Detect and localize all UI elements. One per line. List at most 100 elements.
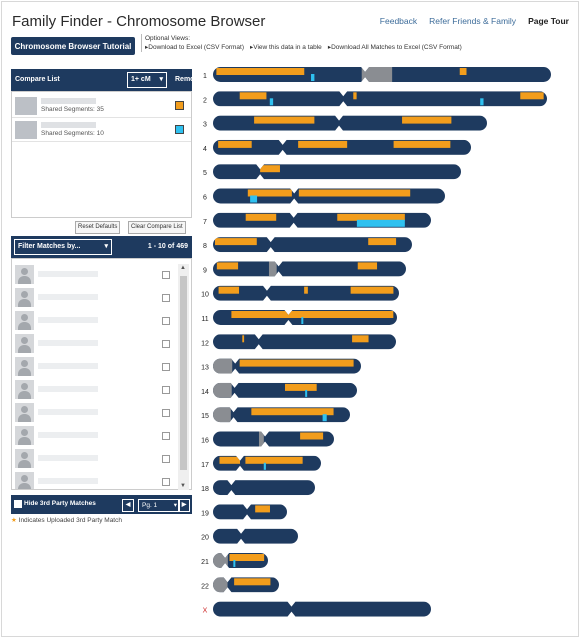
chromosome-12[interactable]: 12 xyxy=(201,334,396,350)
segment-match-2[interactable] xyxy=(480,98,484,106)
chromosome-20[interactable]: 20 xyxy=(201,528,298,544)
feedback-link[interactable]: Feedback xyxy=(379,16,418,26)
reset-defaults-button[interactable]: Reset Defaults xyxy=(75,221,121,234)
compare-checkbox[interactable] xyxy=(162,455,170,463)
segment-match-2[interactable] xyxy=(301,317,304,324)
chromosome-13[interactable]: 13 xyxy=(201,358,361,374)
segment-match-1[interactable] xyxy=(353,92,357,100)
segment-match-2[interactable] xyxy=(305,389,308,397)
segment-match-1[interactable] xyxy=(254,116,315,124)
chromosome-16[interactable]: 16 xyxy=(201,431,334,447)
segment-match-1[interactable] xyxy=(245,213,277,221)
clear-compare-button[interactable]: Clear Compare List xyxy=(128,221,186,234)
segment-match-1[interactable] xyxy=(285,383,317,391)
segment-match-1[interactable] xyxy=(247,189,292,197)
chromosome-17[interactable]: 17 xyxy=(201,455,321,471)
chromosome-4[interactable]: 4 xyxy=(203,139,471,155)
scroll-thumb[interactable] xyxy=(180,276,187,470)
segment-match-1[interactable] xyxy=(251,408,334,416)
chromosome-6[interactable]: 6 xyxy=(203,188,445,204)
segment-match-2[interactable] xyxy=(233,560,236,567)
match-row[interactable] xyxy=(12,424,180,447)
chromosome-3[interactable]: 3 xyxy=(203,115,487,131)
compare-checkbox[interactable] xyxy=(162,271,170,279)
segment-match-2[interactable] xyxy=(269,98,274,106)
chromosome-2[interactable]: 2 xyxy=(203,91,547,107)
segment-match-1[interactable] xyxy=(229,554,265,561)
chromosome-19[interactable]: 19 xyxy=(201,504,287,520)
scroll-up-icon[interactable]: ▲ xyxy=(180,265,186,271)
segment-match-1[interactable] xyxy=(242,335,245,343)
chromosome-11[interactable]: 11 xyxy=(201,310,397,325)
next-page-button[interactable]: ▶ xyxy=(178,499,190,512)
segment-match-1[interactable] xyxy=(304,286,308,294)
match-row[interactable] xyxy=(12,355,180,378)
segment-match-1[interactable] xyxy=(520,92,544,100)
tutorial-button[interactable]: Chromosome Browser Tutorial xyxy=(11,37,135,55)
match-row[interactable] xyxy=(12,332,180,355)
compare-checkbox[interactable] xyxy=(162,432,170,440)
match-row[interactable] xyxy=(12,286,180,309)
chromosome-10[interactable]: 10 xyxy=(201,285,399,301)
download-all-link[interactable]: Download All Matches to Excel (CSV Forma… xyxy=(328,43,462,52)
filter-matches-select[interactable]: Filter Matches by... xyxy=(14,239,112,255)
chromosome-1[interactable]: 1 xyxy=(203,67,551,82)
segment-match-1[interactable] xyxy=(393,140,451,148)
chromosome-5[interactable]: 5 xyxy=(203,164,461,180)
segment-match-1[interactable] xyxy=(260,165,280,173)
chromosome-9[interactable]: 9 xyxy=(203,261,406,277)
chromosome-22[interactable]: 22 xyxy=(201,577,279,593)
remove-match-button[interactable] xyxy=(175,125,184,134)
compare-checkbox[interactable] xyxy=(162,340,170,348)
match-row[interactable] xyxy=(12,309,180,332)
match-row[interactable] xyxy=(12,470,180,489)
download-excel-link[interactable]: Download to Excel (CSV Format) xyxy=(145,43,244,52)
segment-match-2[interactable] xyxy=(322,414,327,422)
scroll-down-icon[interactable]: ▼ xyxy=(180,483,186,489)
segment-match-1[interactable] xyxy=(402,116,452,124)
segment-match-1[interactable] xyxy=(219,456,240,464)
segment-match-1[interactable] xyxy=(239,92,267,100)
segment-match-1[interactable] xyxy=(234,578,271,586)
segment-match-1[interactable] xyxy=(239,359,354,367)
chromosome-x[interactable]: X xyxy=(203,601,431,617)
segment-match-1[interactable] xyxy=(298,140,348,148)
chromosome-18[interactable]: 18 xyxy=(201,480,315,496)
segment-match-1[interactable] xyxy=(337,213,405,221)
segment-match-1[interactable] xyxy=(245,456,303,464)
segment-match-2[interactable] xyxy=(356,219,405,227)
compare-checkbox[interactable] xyxy=(162,317,170,325)
compare-checkbox[interactable] xyxy=(162,409,170,417)
remove-match-button[interactable] xyxy=(175,101,184,110)
hide-third-party-checkbox[interactable] xyxy=(14,500,22,508)
match-row[interactable] xyxy=(12,378,180,401)
segment-match-1[interactable] xyxy=(300,432,324,440)
refer-link[interactable]: Refer Friends & Family xyxy=(429,16,517,26)
match-row[interactable] xyxy=(12,447,180,470)
view-table-link[interactable]: View this data in a table xyxy=(250,43,322,52)
compare-checkbox[interactable] xyxy=(162,386,170,394)
match-row[interactable] xyxy=(12,263,180,286)
segment-match-1[interactable] xyxy=(357,262,378,270)
prev-page-button[interactable]: ◀ xyxy=(122,499,134,512)
page-tour-link[interactable]: Page Tour xyxy=(528,16,569,26)
segment-match-1[interactable] xyxy=(218,140,252,148)
match-row[interactable] xyxy=(12,401,180,424)
segment-match-2[interactable] xyxy=(311,74,315,81)
chromosome-7[interactable]: 7 xyxy=(203,212,431,228)
chromosome-15[interactable]: 15 xyxy=(201,407,350,423)
segment-match-1[interactable] xyxy=(255,505,270,513)
segment-match-1[interactable] xyxy=(298,189,411,197)
segment-match-2[interactable] xyxy=(263,462,266,470)
compare-checkbox[interactable] xyxy=(162,363,170,371)
segment-match-1[interactable] xyxy=(214,238,257,246)
segment-match-1[interactable] xyxy=(459,68,467,75)
page-select[interactable]: Pg. 1 xyxy=(138,499,180,512)
cm-threshold-select[interactable]: 1+ cM xyxy=(127,72,167,88)
segment-match-1[interactable] xyxy=(216,262,239,270)
compare-checkbox[interactable] xyxy=(162,294,170,302)
compare-checkbox[interactable] xyxy=(162,478,170,486)
segment-match-2[interactable] xyxy=(250,195,258,203)
segment-match-1[interactable] xyxy=(216,68,305,75)
chromosome-21[interactable]: 21 xyxy=(201,553,268,568)
